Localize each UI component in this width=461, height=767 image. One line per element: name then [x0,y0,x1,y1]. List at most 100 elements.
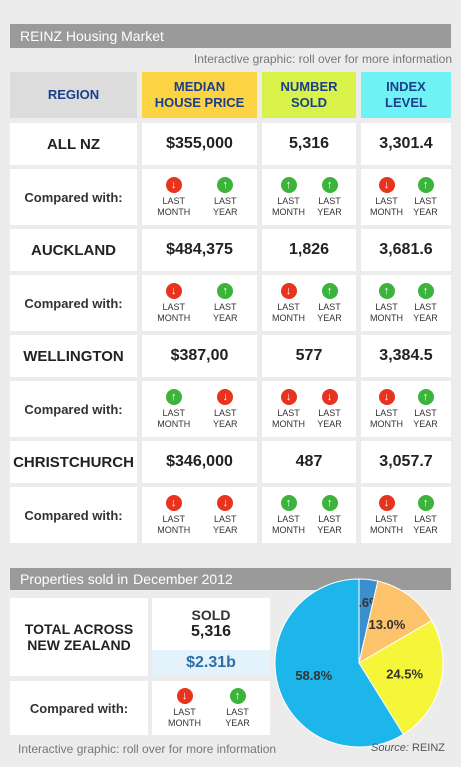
indicator-label: LAST MONTH [370,195,403,217]
properties-last-year[interactable]: ↑ LAST YEAR [218,687,258,729]
arrow-up-icon: ↑ [229,687,246,704]
number-sold-auckland: 1,826 [262,229,356,271]
index-wellington-last-month[interactable]: ↓ LAST MONTH [367,388,406,430]
arrow-up-icon: ↑ [417,282,434,299]
indicator-label: LAST YEAR [212,301,238,323]
indicator-label: LAST YEAR [317,407,342,429]
indicator-label: LAST MONTH [157,301,191,323]
indicator-label: LAST MONTH [272,301,305,323]
indicator-label: LAST YEAR [413,301,438,323]
median-price-all-nz: $355,000 [142,123,257,165]
arrow-down-icon: ↓ [321,388,338,405]
region-name-wellington: WELLINGTON [10,335,137,377]
index-christchurch-last-month[interactable]: ↓ LAST MONTH [367,494,406,536]
pie-slice-2[interactable] [358,620,444,736]
arrow-up-icon: ↑ [417,388,434,405]
arrow-up-icon: ↑ [280,176,297,193]
sold-compare-christchurch: ↑ LAST MONTH ↑ LAST YEAR [262,487,356,543]
region-name-christchurch: CHRISTCHURCH [10,441,137,483]
header-index-level: INDEX LEVEL [361,72,451,118]
indicator-label: LAST YEAR [317,195,342,217]
indicator-label: LAST MONTH [370,301,403,323]
indicator-label: LAST MONTH [168,706,201,728]
properties-pie-chart[interactable]: 3.6%13.0%24.5%58.8% [271,575,447,751]
arrow-down-icon: ↓ [378,176,395,193]
pie-slice-1[interactable] [358,580,433,665]
pie-label-3: 58.8% [295,668,332,683]
price-all-nz-last-year[interactable]: ↑ LAST YEAR [205,176,245,218]
price-all-nz-last-month[interactable]: ↓ LAST MONTH [154,176,194,218]
sold-auckland-last-year[interactable]: ↑ LAST YEAR [310,282,350,324]
price-christchurch-last-year[interactable]: ↓ LAST YEAR [205,494,245,536]
arrow-down-icon: ↓ [165,176,182,193]
number-sold-wellington: 577 [262,335,356,377]
sold-wellington-last-month[interactable]: ↓ LAST MONTH [269,388,309,430]
sold-christchurch-last-year[interactable]: ↑ LAST YEAR [310,494,350,536]
price-wellington-last-month[interactable]: ↑ LAST MONTH [154,388,194,430]
total-sold-label: SOLD [191,607,231,623]
index-compare-christchurch: ↓ LAST MONTH ↑ LAST YEAR [361,487,451,543]
sold-all-nz-last-month[interactable]: ↑ LAST MONTH [269,176,309,218]
sold-compare-wellington: ↓ LAST MONTH ↓ LAST YEAR [262,381,356,437]
index-wellington-last-year[interactable]: ↑ LAST YEAR [406,388,445,430]
index-christchurch-last-year[interactable]: ↑ LAST YEAR [406,494,445,536]
index-all-nz-last-month[interactable]: ↓ LAST MONTH [367,176,406,218]
header-price-line2: HOUSE PRICE [154,95,245,110]
index-level-christchurch: 3,057.7 [361,441,451,483]
price-wellington-last-year[interactable]: ↓ LAST YEAR [205,388,245,430]
index-all-nz-last-year[interactable]: ↑ LAST YEAR [406,176,445,218]
arrow-up-icon: ↑ [165,388,182,405]
arrow-up-icon: ↑ [321,494,338,511]
total-line2: NEW ZEALAND [27,637,131,653]
indicator-label: LAST YEAR [212,195,238,217]
sold-wellington-last-year[interactable]: ↓ LAST YEAR [310,388,350,430]
header-sold-line2: SOLD [290,95,328,110]
total-value: $2.31b [152,650,270,676]
median-price-christchurch: $346,000 [142,441,257,483]
sold-all-nz-last-year[interactable]: ↑ LAST YEAR [310,176,350,218]
arrow-up-icon: ↑ [217,176,234,193]
number-sold-all-nz: 5,316 [262,123,356,165]
arrow-down-icon: ↓ [280,282,297,299]
header-index-line2: LEVEL [385,95,427,110]
properties-compared-label: Compared with: [10,681,148,735]
arrow-up-icon: ↑ [217,282,234,299]
arrow-up-icon: ↑ [378,282,395,299]
arrow-up-icon: ↑ [417,176,434,193]
indicator-label: LAST YEAR [413,513,438,535]
header-index-line1: INDEX [386,79,426,94]
index-level-auckland: 3,681.6 [361,229,451,271]
header-sold-line1: NUMBER [280,79,338,94]
page-title: REINZ Housing Market [10,24,451,48]
price-compare-wellington: ↑ LAST MONTH ↓ LAST YEAR [142,381,257,437]
indicator-label: LAST MONTH [157,195,191,217]
sold-auckland-last-month[interactable]: ↓ LAST MONTH [269,282,309,324]
price-auckland-last-year[interactable]: ↑ LAST YEAR [205,282,245,324]
sold-christchurch-last-month[interactable]: ↑ LAST MONTH [269,494,309,536]
header-number-sold: NUMBER SOLD [262,72,356,118]
compared-label-all-nz: Compared with: [10,169,137,225]
price-compare-all-nz: ↓ LAST MONTH ↑ LAST YEAR [142,169,257,225]
indicator-label: LAST MONTH [272,407,305,429]
properties-period: December 2012 [133,571,233,587]
pie-slice-3[interactable] [274,578,405,748]
price-compare-christchurch: ↓ LAST MONTH ↓ LAST YEAR [142,487,257,543]
region-name-all-nz: ALL NZ [10,123,137,165]
indicator-label: LAST MONTH [370,407,403,429]
index-level-wellington: 3,384.5 [361,335,451,377]
price-auckland-last-month[interactable]: ↓ LAST MONTH [154,282,194,324]
properties-last-month[interactable]: ↓ LAST MONTH [165,687,205,729]
header-price-line1: MEDIAN [173,79,226,94]
source-value: REINZ [412,742,445,754]
arrow-up-icon: ↑ [280,494,297,511]
sold-compare-auckland: ↓ LAST MONTH ↑ LAST YEAR [262,275,356,331]
source: Source: REINZ [371,742,445,754]
indicator-label: LAST YEAR [413,195,438,217]
index-auckland-last-year[interactable]: ↑ LAST YEAR [406,282,445,324]
price-christchurch-last-month[interactable]: ↓ LAST MONTH [154,494,194,536]
properties-compared-indicators: ↓ LAST MONTH ↑ LAST YEAR [152,681,270,735]
pie-label-2: 24.5% [386,666,423,681]
arrow-down-icon: ↓ [217,494,234,511]
total-sold-value: 5,316 [190,623,232,640]
index-auckland-last-month[interactable]: ↑ LAST MONTH [367,282,406,324]
